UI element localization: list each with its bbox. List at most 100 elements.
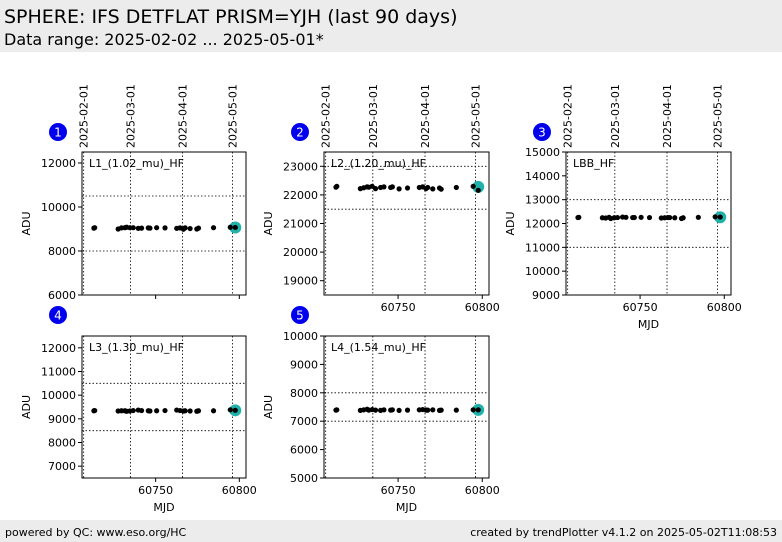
- data-point: [430, 407, 436, 413]
- date-tick-label: 2025-02-01: [78, 84, 91, 148]
- latest-point-highlight: [472, 180, 485, 193]
- x-tick-label: 60800: [465, 484, 500, 497]
- data-point: [195, 225, 202, 231]
- series-label: L2_(1.20_mu)_HF: [331, 157, 426, 170]
- y-tick-label: 10000: [41, 389, 76, 402]
- data-point: [646, 214, 653, 221]
- x-tick-label: 60750: [138, 484, 173, 497]
- data-point: [334, 183, 340, 189]
- page-subtitle: Data range: 2025-02-02 ... 2025-05-01*: [4, 30, 324, 49]
- panel-number-badge: [49, 306, 67, 324]
- data-point: [631, 214, 637, 221]
- date-tick-label: 2025-03-01: [125, 84, 138, 148]
- data-point: [182, 225, 188, 231]
- date-tick-label: 2025-05-01: [470, 84, 483, 148]
- data-point: [195, 408, 202, 414]
- header-bar: SPHERE: IFS DETFLAT PRISM=YJH (last 90 d…: [0, 0, 782, 52]
- data-point: [453, 407, 459, 413]
- y-tick-label: 8000: [290, 387, 318, 400]
- data-point: [232, 407, 238, 413]
- date-tick-label: 2025-02-01: [562, 84, 575, 148]
- data-point: [130, 225, 136, 231]
- y-tick-label: 23000: [283, 160, 318, 173]
- date-tick-label: 2025-04-01: [419, 84, 432, 148]
- data-point: [381, 184, 387, 190]
- data-point: [623, 214, 629, 220]
- data-point: [92, 407, 98, 414]
- y-tick-label: 7000: [48, 460, 76, 473]
- data-point: [453, 184, 459, 191]
- y-tick-label: 9000: [290, 358, 318, 371]
- data-point: [712, 214, 718, 220]
- series-label: L1_(1.02_mu)_HF: [89, 157, 184, 170]
- date-tick-label: 2025-03-01: [609, 84, 622, 148]
- plot-frame: [323, 151, 490, 296]
- data-point: [182, 408, 188, 414]
- y-tick-label: 12000: [525, 218, 560, 231]
- data-point: [475, 407, 481, 413]
- plot-frame: [565, 151, 732, 296]
- y-axis-label: ADU: [20, 211, 33, 235]
- y-tick-label: 11000: [41, 366, 76, 379]
- data-point: [210, 408, 217, 414]
- data-point: [389, 407, 395, 413]
- data-point: [372, 186, 379, 192]
- data-point: [638, 214, 644, 220]
- data-point: [372, 407, 379, 413]
- plot-frame: [323, 335, 490, 479]
- panel-number-badge: [49, 123, 67, 141]
- date-tick-label: 2025-03-01: [367, 84, 380, 148]
- date-tick-label: 2025-04-01: [176, 84, 189, 148]
- y-tick-label: 7000: [290, 415, 318, 428]
- series-label: L4_(1.54_mu)_HF: [331, 341, 426, 354]
- series-label: LBB_HF: [573, 157, 614, 170]
- data-point: [470, 183, 476, 189]
- data-point: [667, 214, 673, 221]
- footer-credit: powered by QC: www.eso.org/HC: [5, 526, 187, 539]
- y-axis-label: ADU: [262, 395, 275, 419]
- date-tick-label: 2025-04-01: [661, 84, 674, 148]
- data-point: [187, 225, 193, 232]
- y-tick-label: 10000: [41, 201, 76, 214]
- data-point: [389, 184, 395, 190]
- data-point: [187, 408, 193, 414]
- data-point: [576, 214, 582, 220]
- x-tick-label: 60750: [623, 301, 658, 314]
- date-tick-label: 2025-02-01: [320, 84, 333, 148]
- y-tick-label: 12000: [41, 157, 76, 170]
- x-axis-label: MJD: [396, 501, 417, 514]
- y-tick-label: 6000: [290, 444, 318, 457]
- plot-frame: [81, 151, 247, 296]
- panel-number: 4: [54, 309, 62, 323]
- y-tick-label: 11000: [525, 241, 560, 254]
- data-point: [425, 407, 431, 413]
- data-point: [381, 407, 387, 413]
- y-tick-label: 10000: [525, 265, 560, 278]
- y-axis-label: ADU: [262, 211, 275, 235]
- x-tick-label: 60800: [465, 301, 500, 314]
- data-point: [162, 225, 168, 231]
- y-tick-label: 20000: [283, 246, 318, 259]
- x-axis-label: MJD: [638, 318, 659, 331]
- y-tick-label: 15000: [525, 146, 560, 159]
- data-point: [154, 225, 160, 231]
- data-point: [430, 186, 436, 192]
- y-axis-label: ADU: [504, 211, 517, 235]
- y-tick-label: 8000: [48, 245, 76, 258]
- data-point: [438, 407, 444, 413]
- y-tick-label: 22000: [283, 189, 318, 202]
- x-tick-label: 60750: [381, 301, 416, 314]
- panel-number-badge: [291, 306, 309, 324]
- y-tick-label: 21000: [283, 218, 318, 231]
- x-tick-label: 60800: [707, 301, 742, 314]
- y-tick-label: 8000: [48, 437, 76, 450]
- panel-number: 1: [54, 126, 62, 140]
- panel-number: 5: [296, 309, 304, 323]
- data-point: [227, 224, 233, 230]
- series-label: L3_(1.30_mu)_HF: [89, 341, 184, 354]
- data-point: [672, 215, 678, 221]
- data-point: [210, 225, 217, 231]
- panel-number-badge: [291, 123, 309, 141]
- y-tick-label: 5000: [290, 472, 318, 485]
